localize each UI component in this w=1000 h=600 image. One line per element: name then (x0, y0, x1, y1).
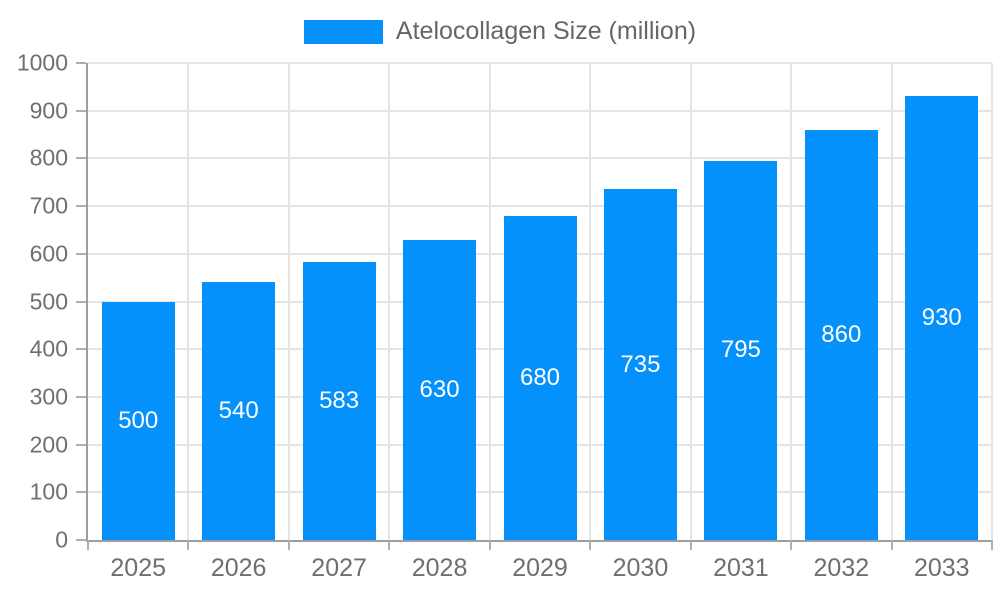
bar-2029[interactable]: 680 (503, 215, 577, 540)
x-gridline (287, 63, 290, 540)
y-tick-label: 400 (29, 335, 68, 362)
x-tick-mark (991, 540, 993, 550)
legend-item[interactable]: Atelocollagen Size (million) (303, 17, 697, 45)
x-gridline (187, 63, 190, 540)
y-tick-label: 1000 (16, 49, 68, 76)
bar-value-label: 735 (620, 350, 661, 378)
x-tick-label-2030: 2030 (612, 554, 669, 582)
bar-2028[interactable]: 630 (403, 239, 477, 540)
x-gridline (790, 63, 793, 540)
y-gridline (88, 62, 992, 64)
x-gridline (488, 63, 491, 540)
y-tick-label: 900 (29, 97, 68, 124)
x-tick-mark (187, 540, 190, 550)
bar-value-label: 540 (218, 397, 259, 425)
bar-2027[interactable]: 583 (302, 261, 376, 540)
y-tick-mark (76, 205, 86, 208)
y-tick-mark (76, 157, 86, 160)
x-gridline (589, 63, 592, 540)
bar-value-label: 500 (118, 406, 159, 434)
y-gridline (88, 205, 992, 208)
x-gridline (991, 63, 993, 540)
bar-value-label: 680 (519, 363, 561, 391)
x-tick-label-2032: 2032 (813, 554, 870, 582)
x-tick-mark (388, 540, 391, 550)
y-tick-label: 200 (29, 431, 68, 458)
x-gridline (689, 63, 692, 540)
x-tick-mark (689, 540, 692, 550)
y-tick-label: 100 (29, 478, 68, 505)
y-gridline (88, 157, 992, 160)
x-tick-mark (589, 540, 592, 550)
bar-value-label: 930 (921, 304, 962, 332)
bar-2031[interactable]: 795 (704, 160, 778, 540)
x-tick-label-2025: 2025 (110, 554, 167, 582)
legend-label: Atelocollagen Size (million) (395, 17, 697, 45)
bar-2026[interactable]: 540 (202, 282, 276, 540)
x-tick-label-2031: 2031 (713, 554, 769, 582)
x-tick-label-2027: 2027 (311, 554, 367, 582)
y-tick-mark (76, 109, 86, 112)
y-axis-line (86, 63, 88, 542)
legend: Atelocollagen Size (million) (0, 19, 1000, 44)
y-tick-mark (76, 539, 86, 541)
bar-value-label: 795 (720, 336, 761, 364)
y-tick-label: 0 (55, 526, 68, 553)
x-gridline (890, 63, 893, 540)
bar-2025[interactable]: 500 (101, 301, 175, 540)
bar-value-label: 583 (319, 386, 360, 414)
y-tick-mark (76, 348, 86, 351)
x-gridline (388, 63, 391, 540)
y-tick-label: 800 (29, 144, 68, 171)
y-tick-mark (76, 300, 86, 303)
x-tick-label-2033: 2033 (913, 554, 970, 582)
x-tick-mark (890, 540, 893, 550)
bar-value-label: 630 (419, 375, 460, 403)
x-tick-label-2028: 2028 (411, 554, 468, 582)
y-tick-mark (76, 443, 86, 446)
plot-area: 0 100 200 300 400 500 600 700 800 900 1000 500 2025 5… (17, 51, 993, 581)
bar-2033[interactable]: 930 (905, 96, 979, 540)
x-tick-label-2029: 2029 (512, 554, 568, 582)
y-tick-mark (76, 491, 86, 494)
y-gridline (88, 109, 992, 112)
x-tick-mark (488, 540, 491, 550)
y-tick-mark (76, 62, 86, 64)
y-tick-mark (76, 252, 86, 255)
legend-swatch-icon (303, 19, 383, 44)
x-tick-label-2026: 2026 (210, 554, 267, 582)
y-tick-mark (76, 395, 86, 398)
y-tick-label: 500 (29, 288, 68, 314)
x-tick-mark (87, 540, 89, 550)
x-tick-mark (790, 540, 793, 550)
y-tick-label: 300 (29, 383, 68, 410)
y-tick-label: 700 (29, 192, 68, 219)
x-axis-line (86, 540, 992, 542)
bar-value-label: 860 (821, 320, 862, 348)
y-tick-label: 600 (29, 240, 68, 267)
bar-2032[interactable]: 860 (804, 129, 878, 540)
bar-2030[interactable]: 735 (603, 189, 677, 540)
x-tick-mark (287, 540, 290, 550)
